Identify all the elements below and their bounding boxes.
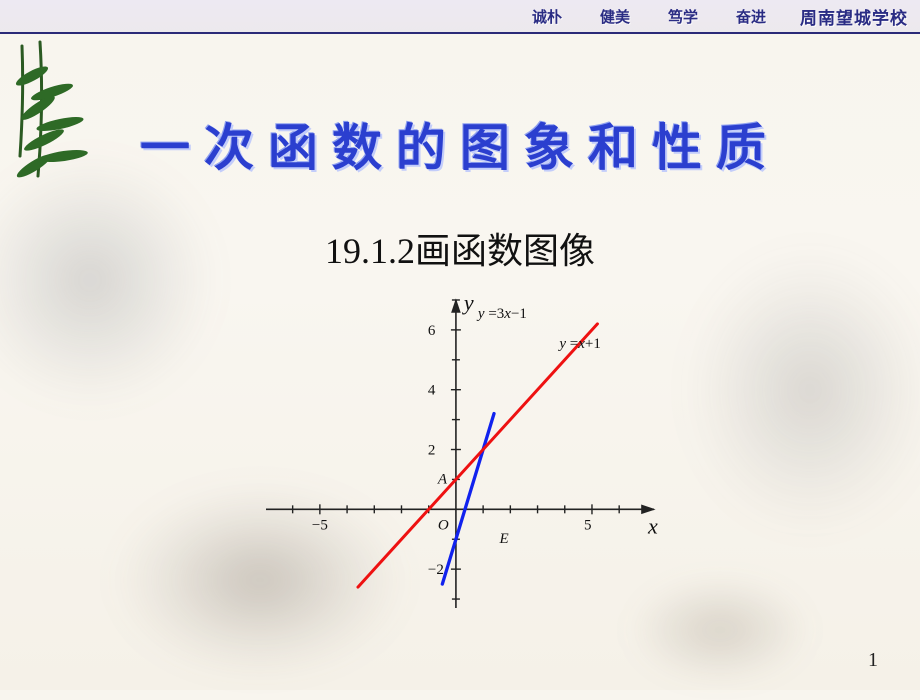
page-number: 1 [868, 649, 878, 672]
motto-2: 健美 [600, 6, 630, 27]
svg-text:y =x+1: y =x+1 [557, 336, 601, 352]
motto-1: 诚朴 [532, 6, 562, 27]
school-name: 周南望城学校 [800, 4, 908, 29]
svg-text:A: A [437, 471, 448, 487]
svg-text:x: x [647, 513, 658, 538]
svg-text:−5: −5 [312, 517, 328, 533]
main-title: 一次函数的图象和性质 [0, 108, 920, 180]
svg-text:5: 5 [584, 517, 592, 533]
svg-text:y =3x−1: y =3x−1 [476, 306, 527, 322]
svg-text:2: 2 [428, 443, 436, 459]
header-bar: 诚朴 健美 笃学 奋进 周南望城学校 [0, 0, 920, 34]
function-chart: −5 5 −2 2 4 6 y x O A Ey =3x−1 y =x+1 [260, 294, 660, 614]
motto-4: 奋进 [736, 6, 766, 27]
svg-text:O: O [438, 517, 449, 533]
motto-3: 笃学 [668, 6, 698, 27]
svg-text:y: y [462, 294, 474, 315]
svg-text:6: 6 [428, 323, 436, 339]
svg-text:4: 4 [428, 383, 436, 399]
svg-text:E: E [498, 531, 508, 547]
subtitle: 19.1.2画函数图像 [0, 222, 920, 274]
motto-group: 诚朴 健美 笃学 奋进 [532, 6, 766, 27]
svg-text:−2: −2 [428, 562, 444, 578]
